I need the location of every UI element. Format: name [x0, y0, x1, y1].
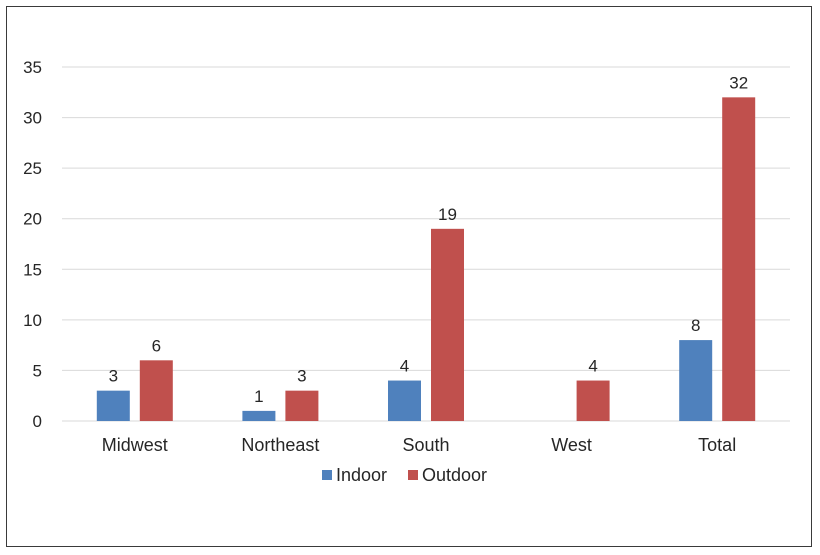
legend: Indoor Outdoor [322, 465, 487, 485]
y-tick-label: 0 [33, 412, 42, 431]
y-tick-label: 5 [33, 361, 42, 380]
legend-swatch-indoor [322, 470, 332, 480]
bars [96, 97, 756, 421]
bar-outdoor-south [431, 228, 464, 421]
data-label: 3 [109, 367, 118, 386]
data-label: 4 [400, 357, 409, 376]
legend-swatch-outdoor [408, 470, 418, 480]
x-category-label: Northeast [241, 435, 319, 455]
data-label: 32 [729, 73, 748, 92]
data-label: 8 [691, 316, 700, 335]
y-axis-ticks: 0 5 10 15 20 25 30 35 [23, 58, 42, 431]
y-tick-label: 20 [23, 210, 42, 229]
y-tick-label: 10 [23, 311, 42, 330]
data-label: 6 [152, 336, 161, 355]
y-tick-label: 35 [23, 58, 42, 77]
bar-indoor-northeast [242, 410, 276, 421]
data-label: 1 [254, 387, 263, 406]
bar-indoor-midwest [96, 390, 130, 421]
y-tick-label: 15 [23, 260, 42, 279]
x-axis-categories: Midwest Northeast South West Total [102, 435, 736, 455]
bar-outdoor-midwest [139, 360, 173, 421]
legend-label-outdoor: Outdoor [422, 465, 487, 485]
data-label: 3 [297, 367, 306, 386]
data-label: 4 [588, 357, 597, 376]
bar-outdoor-northeast [285, 390, 319, 421]
bar-indoor-total [679, 340, 713, 421]
data-label: 19 [438, 205, 457, 224]
chart-frame [6, 6, 812, 547]
x-category-label: Midwest [102, 435, 168, 455]
bar-outdoor-west [576, 380, 610, 421]
y-tick-label: 25 [23, 159, 42, 178]
gridlines [62, 66, 790, 422]
legend-label-indoor: Indoor [336, 465, 387, 485]
y-tick-label: 30 [23, 109, 42, 128]
x-category-label: South [402, 435, 449, 455]
x-category-label: West [551, 435, 592, 455]
bar-indoor-south [388, 380, 421, 421]
bar-outdoor-total [722, 97, 756, 421]
x-category-label: Total [698, 435, 736, 455]
